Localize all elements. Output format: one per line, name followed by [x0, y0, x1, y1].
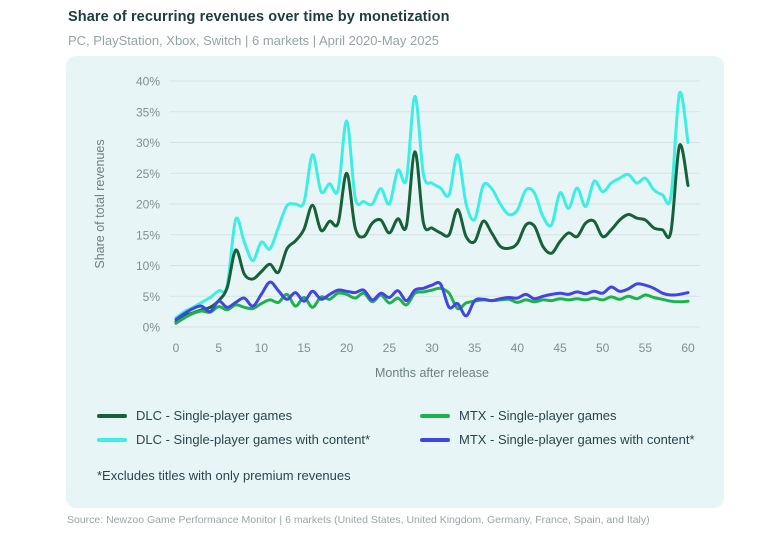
svg-text:0: 0: [173, 341, 180, 355]
svg-text:30%: 30%: [136, 136, 160, 150]
legend-item-dlc-content: DLC - Single-player games with content*: [97, 432, 420, 447]
legend-swatch-dlc-single-icon: [97, 413, 127, 418]
svg-text:20%: 20%: [136, 198, 160, 212]
svg-text:40%: 40%: [136, 75, 160, 89]
svg-text:15: 15: [297, 341, 311, 355]
svg-text:45: 45: [553, 341, 567, 355]
svg-text:50: 50: [596, 341, 610, 355]
source-note: Source: Newzoo Game Performance Monitor …: [67, 514, 650, 526]
legend-label: MTX - Single-player games with content*: [459, 432, 695, 447]
svg-text:20: 20: [340, 341, 354, 355]
header: Share of recurring revenues over time by…: [0, 0, 784, 48]
svg-text:10: 10: [255, 341, 269, 355]
chart-card: 0% 5% 10% 15% 20% 25% 30% 35% 40% 0 5 10 15 20 25 30 35 4…: [66, 56, 724, 508]
legend-swatch-mtx-single-icon: [420, 413, 450, 418]
svg-text:Share of total revenues: Share of total revenues: [93, 139, 107, 268]
line-chart: 0% 5% 10% 15% 20% 25% 30% 35% 40% 0 5 10 15 20 25 30 35 4…: [93, 75, 700, 380]
svg-text:40: 40: [511, 341, 525, 355]
svg-text:15%: 15%: [136, 228, 160, 242]
chart-footnote: *Excludes titles with only premium reven…: [97, 468, 351, 483]
legend-label: MTX - Single-player games: [459, 408, 617, 423]
legend-item-mtx-single: MTX - Single-player games: [420, 408, 724, 423]
svg-text:60: 60: [681, 341, 695, 355]
svg-text:55: 55: [639, 341, 653, 355]
legend-swatch-dlc-content-icon: [97, 437, 127, 442]
legend-label: DLC - Single-player games: [136, 408, 293, 423]
svg-text:25: 25: [383, 341, 397, 355]
legend-label: DLC - Single-player games with content*: [136, 432, 371, 447]
legend-item-mtx-content: MTX - Single-player games with content*: [420, 432, 724, 447]
svg-text:5%: 5%: [143, 290, 161, 304]
svg-text:0%: 0%: [143, 321, 161, 335]
chart-legend: DLC - Single-player games MTX - Single-p…: [97, 408, 724, 447]
page-title: Share of recurring revenues over time by…: [68, 9, 450, 25]
svg-text:Months after release: Months after release: [375, 366, 489, 380]
legend-swatch-mtx-content-icon: [420, 437, 450, 442]
legend-item-dlc-single: DLC - Single-player games: [97, 408, 420, 423]
svg-text:10%: 10%: [136, 259, 160, 273]
page-subtitle: PC, PlayStation, Xbox, Switch | 6 market…: [68, 33, 439, 48]
svg-text:35: 35: [468, 341, 482, 355]
svg-text:35%: 35%: [136, 105, 160, 119]
svg-text:5: 5: [215, 341, 222, 355]
svg-text:30: 30: [425, 341, 439, 355]
svg-text:25%: 25%: [136, 167, 160, 181]
